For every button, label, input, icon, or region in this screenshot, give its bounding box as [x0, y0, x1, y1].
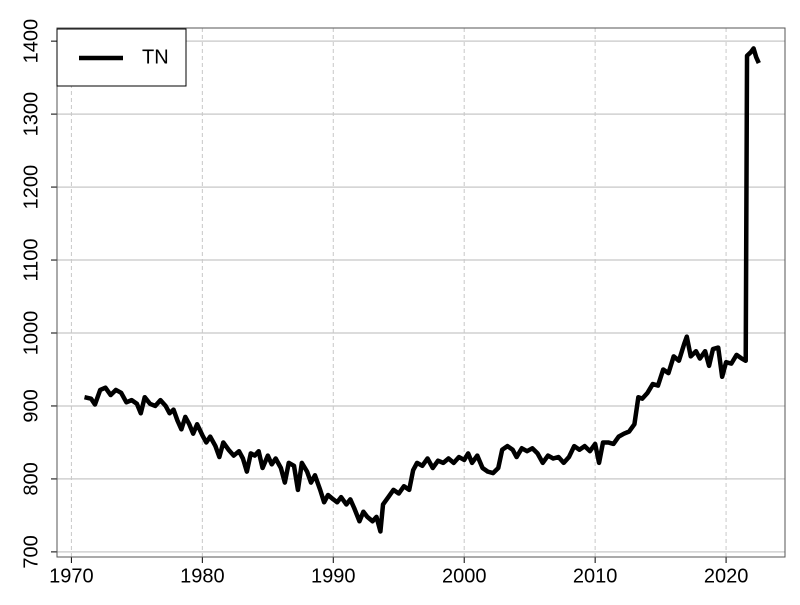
legend-label: TN: [142, 46, 169, 68]
x-tick-label: 2000: [442, 565, 487, 587]
y-tick-label: 1100: [20, 239, 42, 282]
plot-frame: [56, 27, 786, 558]
y-tick-label: 900: [20, 389, 42, 422]
line: [84, 46, 761, 534]
x-tick-label: 2010: [573, 565, 618, 587]
plot-area: [57, 28, 785, 557]
y-tick-label: 1000: [20, 311, 42, 356]
y-tick-label: 1300: [20, 92, 42, 136]
y-tick-label: 700: [20, 535, 42, 568]
y-tick-label: 1200: [20, 165, 42, 210]
y-tick-label: 800: [20, 462, 42, 495]
x-tick-label: 1990: [311, 565, 356, 587]
y-tick-label: 1400: [20, 19, 42, 64]
x-tick-label: 1980: [180, 565, 225, 587]
x-tick-label: 2020: [704, 565, 749, 587]
x-tick-label: 1970: [49, 565, 94, 587]
